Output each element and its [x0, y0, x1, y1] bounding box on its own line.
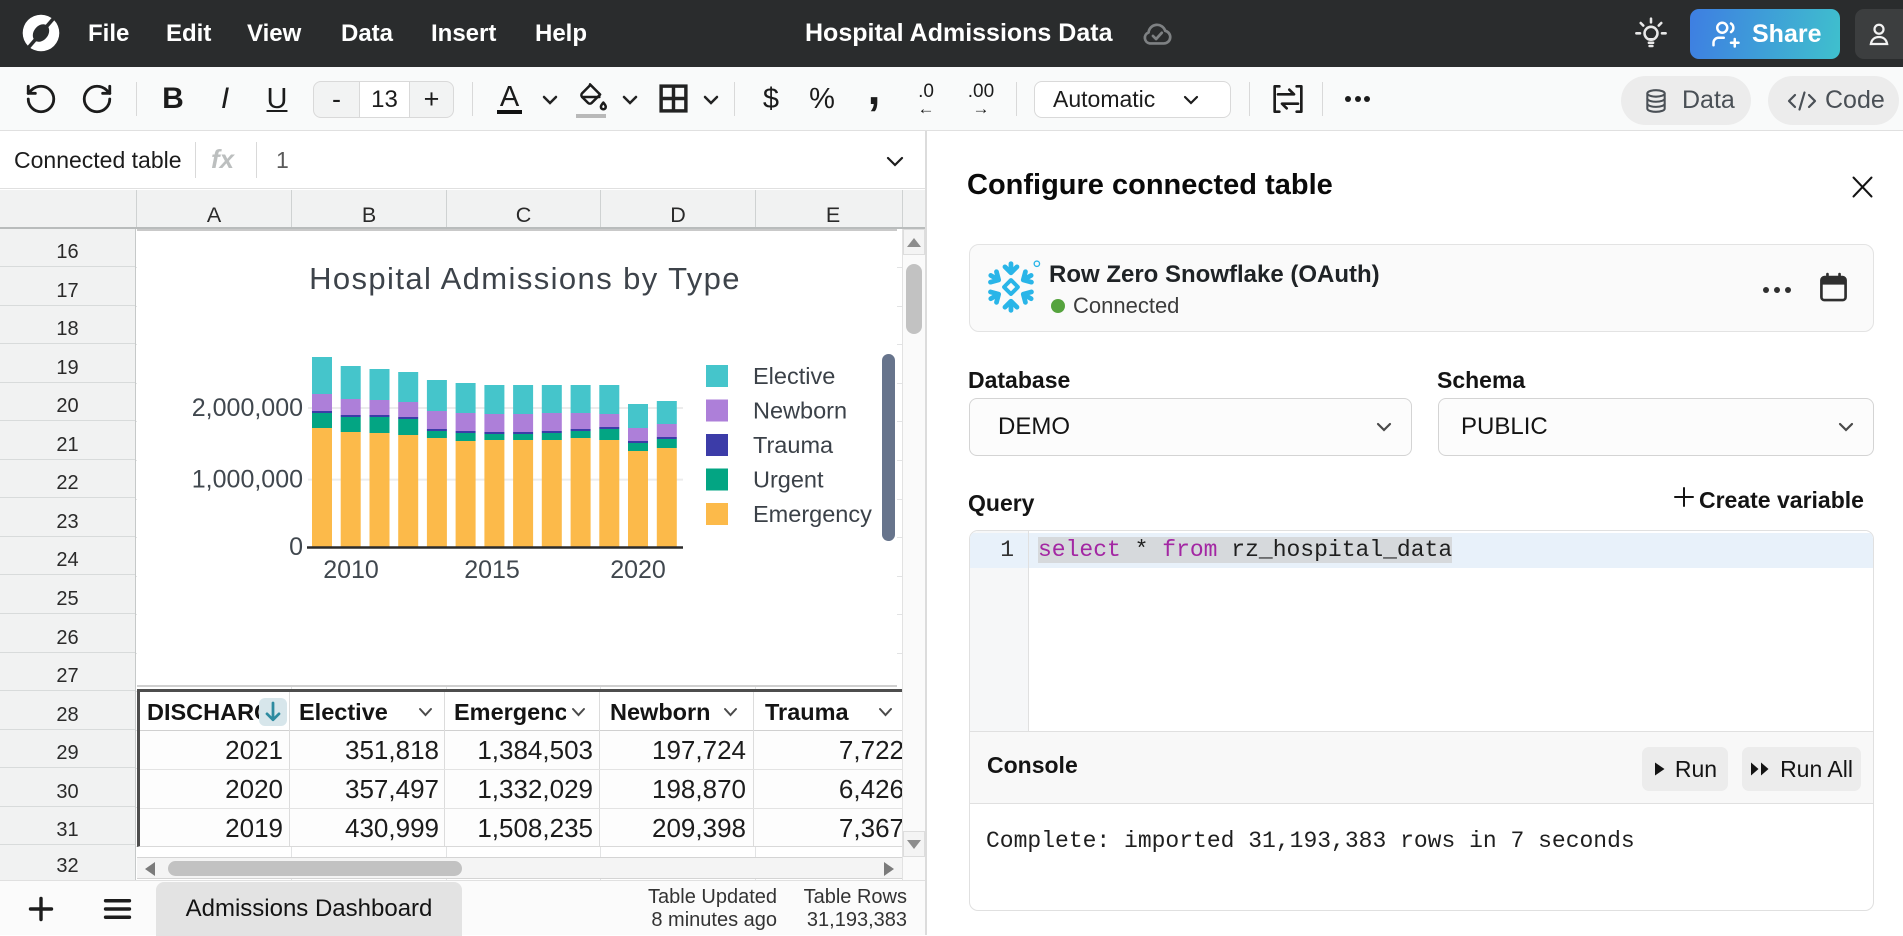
svg-text:2020: 2020	[610, 556, 666, 584]
svg-text:Newborn: Newborn	[753, 398, 847, 424]
svg-text:0: 0	[289, 533, 303, 561]
svg-text:Urgent: Urgent	[753, 467, 824, 493]
svg-text:2,000,000: 2,000,000	[192, 394, 303, 422]
svg-text:Hospital Admissions by Type: Hospital Admissions by Type	[309, 261, 741, 296]
svg-text:Emergency: Emergency	[753, 501, 872, 527]
svg-text:Trauma: Trauma	[753, 432, 834, 458]
svg-text:2015: 2015	[464, 556, 520, 584]
svg-text:Elective: Elective	[753, 363, 835, 389]
svg-text:1,000,000: 1,000,000	[192, 466, 303, 494]
svg-text:2010: 2010	[323, 556, 379, 584]
